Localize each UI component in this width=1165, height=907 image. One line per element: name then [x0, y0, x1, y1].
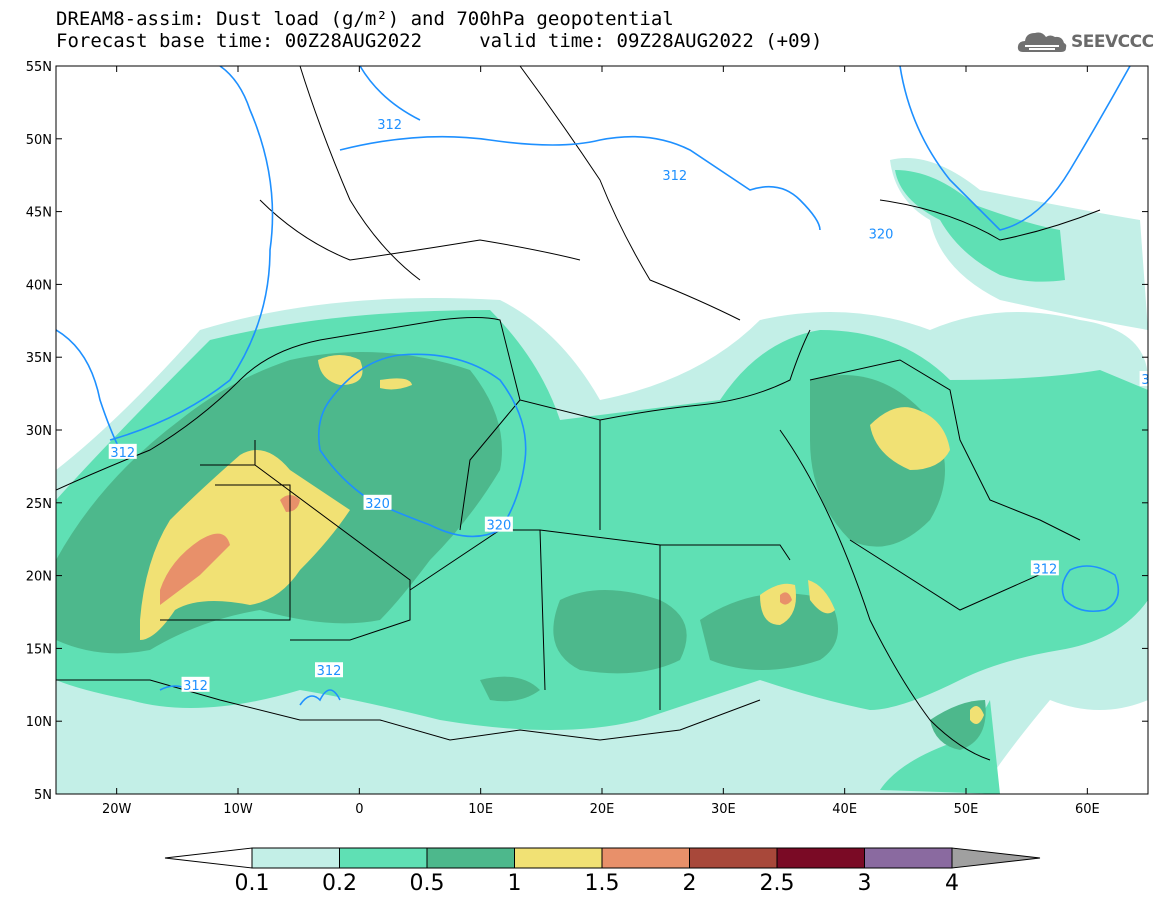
contour-label-bg: [363, 494, 392, 510]
colorbar-segment: [601, 847, 690, 869]
contour-label-bg: [375, 116, 404, 132]
contour-label-bg: [108, 443, 137, 459]
logo-text: SEEVCCC: [1071, 32, 1154, 52]
contour-label: 312: [662, 169, 687, 184]
contour-labels: 312 312 320 312 320 320 312 312 312 3: [108, 116, 1149, 694]
colorbar-level-label: 0.1: [234, 871, 270, 896]
colorbar-under-arrow: [164, 847, 253, 869]
lon-tick-label: 30E: [711, 802, 736, 817]
colorbar-level-label: 0.5: [409, 871, 445, 896]
lat-tick-label: 20N: [26, 570, 52, 585]
colorbar-level-label: 4: [945, 871, 959, 896]
lat-tick-label: 35N: [26, 351, 52, 366]
contour-label: 320: [486, 519, 511, 534]
lat-tick-label: 10N: [26, 715, 52, 730]
colorbar-over-arrow: [951, 847, 1041, 869]
lon-tick-label: 20W: [102, 802, 132, 817]
contour-label: 320: [869, 227, 894, 242]
lat-tick-label: 50N: [26, 133, 52, 148]
dust-band-1: [140, 355, 984, 724]
contour-label: 320: [365, 497, 390, 512]
lat-tick-label: 15N: [26, 642, 52, 657]
colorbar-segment: [776, 847, 865, 869]
seevccc-logo: SEEVCCC: [1017, 28, 1154, 56]
lat-tick-label: 25N: [26, 497, 52, 512]
lon-tick-label: 10E: [468, 802, 493, 817]
lon-tick-label: 20E: [590, 802, 615, 817]
contour-label: 312: [317, 664, 342, 679]
map-field: 312 312 320 312 320 320 312 312 312 3: [56, 66, 1149, 794]
map-title: DREAM8-assim: Dust load (g/m²) and 700hP…: [56, 8, 674, 30]
contour-label-bg: [1139, 371, 1148, 387]
country-borders: [56, 66, 1101, 761]
lon-tick-label: 10W: [223, 802, 253, 817]
colorbar-segment: [689, 847, 778, 869]
lat-tick-label: 55N: [26, 60, 52, 75]
colorbar-level-label: 1.5: [584, 871, 620, 896]
colorbar-segment: [339, 847, 428, 869]
contour-label: 312: [377, 118, 402, 133]
cloud-icon: [1017, 32, 1067, 52]
lat-tick-label: 5N: [34, 788, 52, 803]
colorbar-level-label: 2.5: [759, 871, 795, 896]
contour-label: 312: [110, 446, 135, 461]
axis-ticks: 55N 50N 45N 40N 35N 30N 25N 20N 15N 10N 5N 20W 10W 0 1…: [26, 60, 1148, 817]
lon-tick-label: 60E: [1075, 802, 1100, 817]
colorbar: [164, 847, 1041, 869]
contour-label-bg: [660, 167, 689, 183]
lat-tick-label: 45N: [26, 206, 52, 221]
lon-tick-label: 0: [355, 802, 363, 817]
lon-tick-label: 40E: [832, 802, 857, 817]
contour-label-bg: [315, 662, 343, 678]
colorbar-level-label: 2: [682, 871, 697, 896]
colorbar-segment: [864, 847, 953, 869]
colorbar-level-label: 1: [507, 871, 522, 896]
colorbar-segment: [514, 847, 603, 869]
contour-label-bg: [867, 225, 896, 241]
lon-tick-label: 50E: [954, 802, 979, 817]
lat-tick-label: 30N: [26, 424, 52, 439]
colorbar-level-label: 0.2: [322, 871, 357, 896]
lat-tick-label: 40N: [26, 278, 52, 293]
forecast-time-subtitle: Forecast base time: 00Z28AUG2022 valid t…: [56, 30, 823, 52]
contour-label-bg: [1030, 560, 1059, 576]
colorbar-level-label: 3: [857, 871, 872, 896]
colorbar-segment: [426, 847, 515, 869]
contour-label: 312: [1032, 562, 1057, 577]
contour-label: 3: [1141, 373, 1149, 388]
contour-label-bg: [181, 676, 210, 692]
contour-label: 312: [183, 679, 208, 694]
colorbar-segment: [251, 847, 340, 869]
contour-label-bg: [484, 516, 513, 532]
